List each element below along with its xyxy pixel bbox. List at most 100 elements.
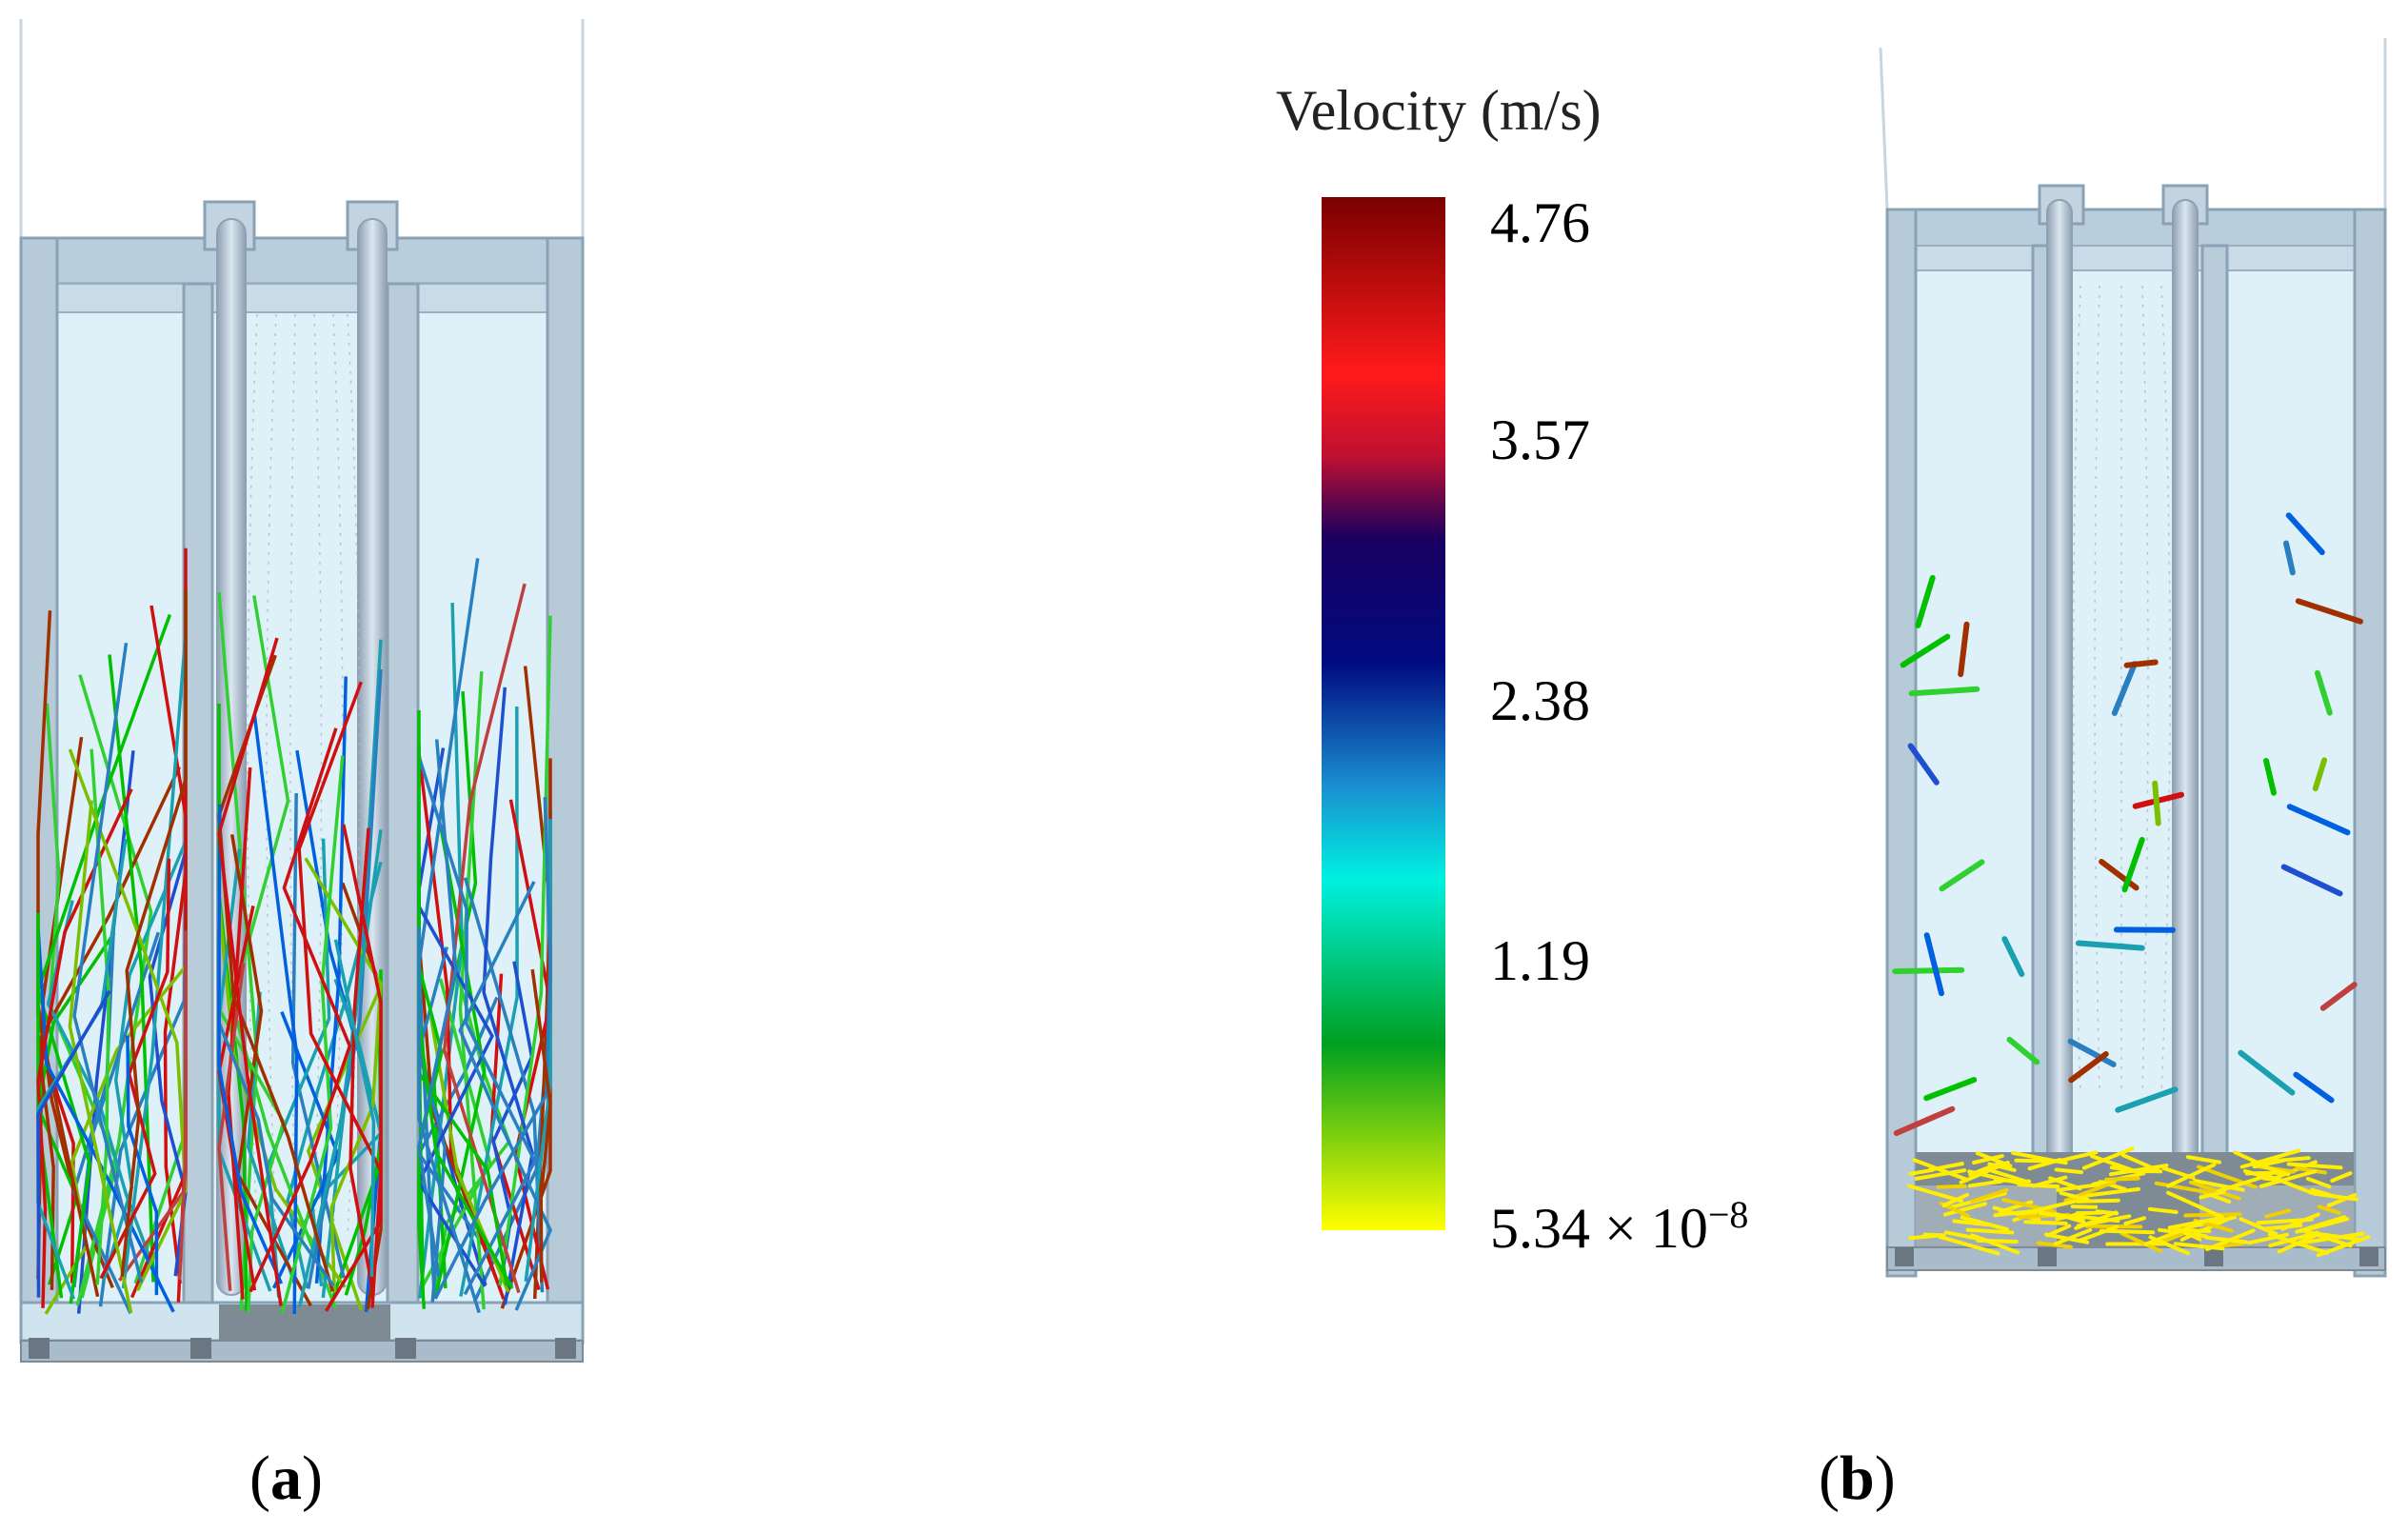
settled-particle	[1936, 1184, 1967, 1189]
particle	[1892, 966, 1965, 975]
panel-b-electrode-right	[2172, 199, 2199, 1210]
settled-particle	[2077, 1186, 2140, 1199]
trajectory-line	[46, 900, 161, 1284]
trajectory-line	[163, 871, 188, 1284]
particle	[2286, 804, 2351, 836]
colorbar-tick-max: 4.76	[1490, 191, 1590, 254]
trajectory-line	[90, 748, 110, 1285]
trajectory-line	[44, 965, 188, 1315]
particle	[2319, 982, 2358, 1011]
settled-particle	[2014, 1158, 2060, 1164]
settled-particle	[1968, 1161, 2002, 1177]
panel-b-water	[1897, 267, 2373, 1152]
settled-particle	[2166, 1190, 2224, 1220]
settled-particle	[2259, 1169, 2318, 1188]
trajectory-line	[524, 818, 552, 1283]
trajectory-line	[36, 927, 175, 1313]
particle	[2111, 661, 2138, 716]
settled-particle	[2247, 1232, 2289, 1245]
particle	[2263, 758, 2277, 796]
colorbar-title: Velocity (m/s)	[1276, 79, 1602, 142]
trajectory-line	[252, 713, 299, 1315]
trajectory-line	[217, 654, 335, 1292]
particle	[1900, 633, 1951, 668]
settled-particle	[1987, 1167, 2026, 1183]
settled-particle	[2119, 1231, 2162, 1253]
particle	[2001, 936, 2025, 978]
settled-particle	[2075, 1210, 2103, 1216]
particle	[2099, 859, 2139, 891]
trajectory-line	[442, 583, 527, 1294]
settled-particle	[2055, 1150, 2099, 1164]
settled-particle	[2070, 1204, 2099, 1209]
settled-particle	[2123, 1216, 2146, 1226]
settled-particle	[2286, 1162, 2343, 1170]
settled-particle	[2277, 1233, 2318, 1254]
particle	[2076, 940, 2145, 951]
settled-particle	[2299, 1217, 2350, 1233]
trajectory-line	[417, 946, 448, 1303]
trajectory-line	[325, 824, 383, 1312]
trajectory-line	[307, 668, 383, 1289]
settled-particle	[2104, 1176, 2140, 1182]
particle	[1923, 1077, 1978, 1102]
settled-particle	[2261, 1156, 2311, 1165]
panel-b-tank	[1879, 38, 2387, 1278]
particle	[2006, 1036, 2040, 1065]
particle	[1893, 1105, 1956, 1136]
trajectory-line	[458, 881, 552, 1311]
panel-a-particle-trajectories	[36, 548, 552, 1315]
panel-a-caption: (a)	[249, 1443, 323, 1513]
settled-particle	[2250, 1161, 2290, 1177]
particle	[2152, 780, 2161, 826]
particle	[2314, 669, 2333, 716]
settled-particle	[2077, 1224, 2119, 1243]
settled-particle	[2081, 1146, 2135, 1170]
trajectory-line	[290, 792, 346, 1279]
particle	[2123, 659, 2159, 668]
settled-particle	[2038, 1210, 2085, 1221]
trajectory-line	[304, 857, 383, 1293]
trajectory-line	[417, 739, 458, 1278]
settled-particle	[1937, 1234, 2000, 1256]
trajectory-line	[227, 766, 252, 1300]
settled-particle	[2075, 1214, 2120, 1224]
settled-particle	[2147, 1206, 2179, 1214]
settled-particle	[1928, 1162, 1964, 1172]
trajectory-line	[72, 642, 144, 1284]
trajectory-line	[68, 800, 133, 1313]
particle	[2280, 864, 2343, 897]
particle	[2283, 540, 2296, 576]
panel-a-tank	[19, 19, 585, 1363]
settled-particle	[2166, 1163, 2217, 1188]
trajectory-line	[348, 827, 374, 1286]
trajectory-line	[530, 968, 552, 1283]
settled-particle	[2048, 1176, 2082, 1191]
particle	[1939, 859, 1985, 892]
settled-particle	[1993, 1178, 2032, 1184]
particle	[1958, 621, 1970, 678]
trajectory-line	[420, 978, 492, 1289]
settled-particle	[1965, 1227, 2015, 1235]
settled-particle	[2076, 1198, 2120, 1204]
trajectory-line	[108, 654, 155, 1283]
settled-particle	[2188, 1180, 2241, 1201]
trajectory-line	[459, 706, 519, 1297]
settled-particle	[1908, 1167, 1935, 1176]
settled-particle	[2239, 1217, 2279, 1236]
trajectory-line	[36, 787, 133, 1308]
colorbar-tick-4: 1.19	[1490, 929, 1590, 992]
settled-particle	[2053, 1227, 2093, 1246]
trajectory-line	[417, 755, 537, 1296]
trajectory-line	[498, 615, 552, 1286]
colorbar-tick-3: 2.38	[1490, 669, 1590, 732]
colorbar-tick-min: 5.34 × 10−8	[1490, 1193, 1749, 1260]
trajectory-line	[120, 590, 188, 1277]
settled-particle	[2020, 1199, 2080, 1216]
particle	[2068, 1051, 2109, 1084]
settled-particle	[2305, 1176, 2332, 1189]
panel-a-right-wall	[546, 236, 585, 1344]
particle	[2295, 598, 2363, 625]
settled-particle	[2154, 1181, 2213, 1195]
